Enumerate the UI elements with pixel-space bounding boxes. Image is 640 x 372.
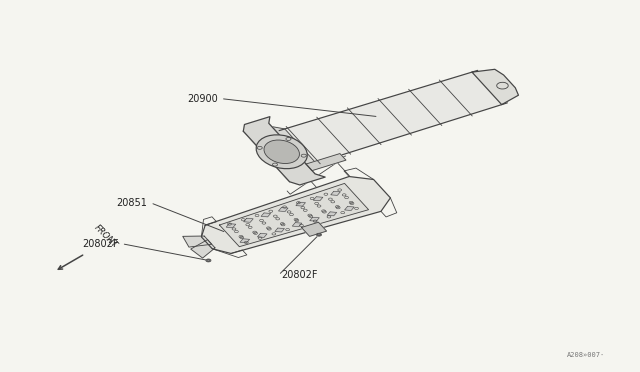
Polygon shape — [220, 183, 369, 247]
Text: 20802F: 20802F — [82, 239, 118, 248]
Polygon shape — [314, 197, 323, 201]
Ellipse shape — [206, 259, 211, 262]
Polygon shape — [472, 69, 518, 105]
Text: FRONT: FRONT — [93, 223, 120, 250]
Polygon shape — [261, 213, 271, 217]
Polygon shape — [202, 177, 390, 253]
Text: 20851: 20851 — [116, 198, 147, 208]
Polygon shape — [183, 236, 212, 247]
Polygon shape — [327, 212, 337, 216]
Ellipse shape — [316, 233, 321, 236]
Polygon shape — [306, 154, 346, 171]
Polygon shape — [257, 233, 267, 237]
Polygon shape — [272, 126, 316, 171]
Polygon shape — [243, 117, 325, 185]
Text: A208»007·: A208»007· — [566, 352, 605, 358]
Polygon shape — [278, 208, 288, 212]
Polygon shape — [296, 202, 305, 206]
Polygon shape — [275, 228, 284, 232]
Ellipse shape — [317, 234, 321, 235]
Text: 20802F: 20802F — [282, 270, 318, 280]
Ellipse shape — [256, 135, 307, 169]
Polygon shape — [244, 218, 253, 222]
Polygon shape — [301, 222, 326, 236]
Polygon shape — [292, 223, 302, 227]
Polygon shape — [191, 240, 215, 258]
Polygon shape — [226, 224, 236, 228]
Text: 20900: 20900 — [187, 94, 218, 103]
Polygon shape — [243, 124, 315, 182]
Polygon shape — [310, 217, 319, 221]
Polygon shape — [279, 70, 508, 165]
Polygon shape — [240, 239, 250, 243]
Ellipse shape — [207, 260, 210, 262]
Polygon shape — [331, 191, 340, 195]
Ellipse shape — [264, 140, 300, 164]
Polygon shape — [344, 206, 354, 211]
